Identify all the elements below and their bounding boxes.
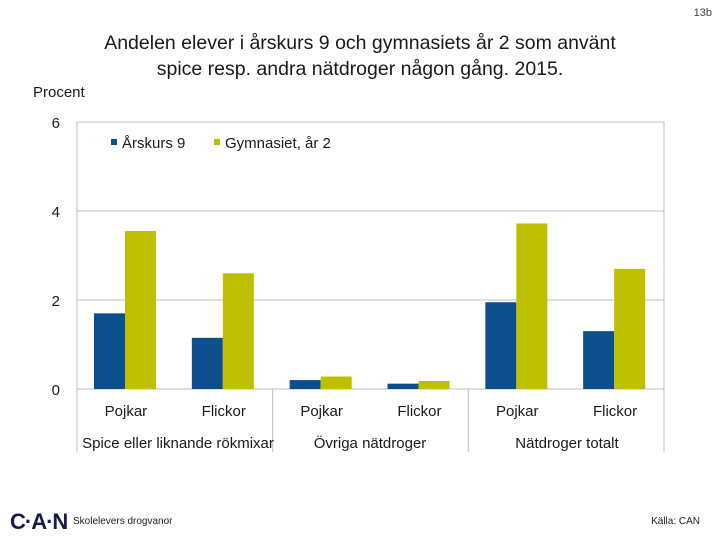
y-tick-label: 0 xyxy=(52,382,60,399)
x-category-label: Flickor xyxy=(202,403,246,420)
bar-arskurs9-5 xyxy=(583,331,615,389)
bar-arskurs9-0 xyxy=(94,313,125,389)
can-logo: C·A·N xyxy=(10,509,68,535)
bar-gymnasiet-5 xyxy=(614,268,646,389)
bar-arskurs9-4 xyxy=(485,302,517,389)
bar-gymnasiet-3 xyxy=(418,380,450,389)
bar-gymnasiet-1 xyxy=(222,273,254,389)
legend-label: Gymnasiet, år 2 xyxy=(225,135,331,152)
x-category-label: Flickor xyxy=(397,403,441,420)
footer-source: Källa: CAN xyxy=(651,516,700,527)
footer-organization: Skolelevers drogvanor xyxy=(73,516,173,527)
legend-swatch xyxy=(214,139,220,145)
bar-arskurs9-3 xyxy=(387,383,419,389)
chart-title-line-2: spice resp. andra nätdroger någon gång. … xyxy=(156,58,564,80)
x-group-label: Övriga nätdroger xyxy=(314,434,427,452)
chart-title-line-1: Andelen elever i årskurs 9 och gymnasiet… xyxy=(104,32,616,54)
bar-gymnasiet-4 xyxy=(516,223,548,389)
bar-gymnasiet-2 xyxy=(320,376,352,389)
y-tick-label: 4 xyxy=(52,204,60,221)
x-category-label: Pojkar xyxy=(105,403,148,420)
x-group-label: Nätdroger totalt xyxy=(515,435,619,452)
x-category-label: Pojkar xyxy=(496,403,539,420)
can-logo-text: C·A·N xyxy=(10,509,68,534)
y-tick-label: 2 xyxy=(52,293,60,310)
bar-arskurs9-2 xyxy=(289,380,321,389)
legend-label: Årskurs 9 xyxy=(122,135,185,152)
bar-gymnasiet-0 xyxy=(125,231,156,389)
chart-title: Andelen elever i årskurs 9 och gymnasiet… xyxy=(20,30,700,82)
y-axis-label: Procent xyxy=(33,84,85,101)
plot-area xyxy=(76,121,665,390)
x-category-label: Flickor xyxy=(593,403,637,420)
bar-arskurs9-1 xyxy=(191,337,223,389)
y-tick-label: 6 xyxy=(52,115,60,132)
x-group-label: Spice eller liknande rökmixar xyxy=(82,435,274,452)
legend-swatch xyxy=(111,139,117,145)
slide-number: 13b xyxy=(693,7,712,19)
x-category-label: Pojkar xyxy=(300,403,343,420)
